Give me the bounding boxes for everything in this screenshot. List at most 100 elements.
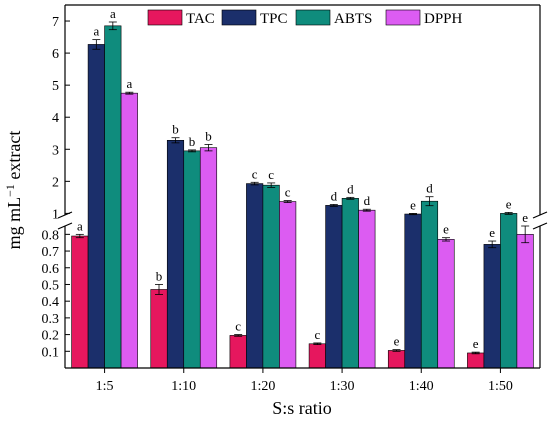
significance-letter-tpc-2: b — [172, 122, 179, 137]
axis-break-mark-left-bottom — [57, 222, 73, 230]
significance-letter-abts-5: d — [426, 181, 433, 196]
x-tick-label: 1:50 — [488, 379, 513, 394]
error-bar-tac-5 — [392, 349, 401, 352]
error-bar-abts-2 — [188, 149, 196, 153]
error-bar-dpph-4 — [362, 208, 371, 212]
significance-letter-abts-4: d — [347, 181, 354, 196]
y-tick-label: 0.3 — [42, 312, 60, 327]
y-tick-label: 0.6 — [42, 262, 60, 277]
significance-letter-dpph-6: e — [522, 210, 528, 225]
significance-letter-dpph-4: d — [364, 193, 371, 208]
significance-letter-tac-6: e — [473, 336, 479, 351]
error-bar-tpc-6 — [488, 240, 497, 249]
x-tick-label: 1:10 — [171, 379, 196, 394]
bar-abts-3 — [262, 184, 280, 369]
error-bar-tpc-4 — [329, 204, 338, 207]
y-tick-label: 2 — [52, 175, 59, 190]
error-bar-tac-3 — [234, 334, 243, 337]
bar-tpc-5 — [404, 213, 422, 369]
legend: TAC TPC ABTS DPPH — [147, 9, 463, 27]
bar-dpph-3 — [279, 201, 297, 369]
bar-abts-5 — [420, 200, 439, 369]
error-bar-dpph-2 — [204, 144, 213, 152]
y-tick-label: 0.5 — [42, 278, 60, 293]
bar-tac-4 — [308, 343, 326, 369]
y-tick-label: 0.2 — [42, 329, 60, 344]
significance-letter-abts-3: c — [268, 167, 274, 182]
y-axis-title: mg mL−1 extract — [3, 131, 24, 250]
y-axis-title-tail: extract — [4, 131, 24, 184]
y-tick-label: 0.4 — [42, 295, 60, 310]
y-tick-label: 1 — [52, 207, 59, 222]
error-bar-dpph-6 — [521, 225, 530, 244]
legend-item-tpc: TPC — [221, 9, 288, 27]
y-axis-ticks: 0.10.2 0.3 0.4 0.50.6 0.7 0.8 1 2 3 4 5 6 7 — [42, 15, 70, 360]
error-bar-abts-6 — [504, 212, 513, 215]
bar-group — [71, 25, 534, 369]
error-bar-tpc-3 — [250, 181, 259, 186]
error-bar-tac-6 — [471, 351, 480, 355]
axis-break-gap-right — [532, 216, 548, 225]
error-bar-tpc-1 — [92, 39, 101, 50]
significance-letter-dpph-1: a — [126, 76, 132, 91]
error-bar-dpph-5 — [442, 237, 450, 242]
error-bar-abts-4 — [346, 196, 355, 200]
legend-swatch-dpph — [385, 9, 421, 26]
legend-label-abts: ABTS — [334, 11, 372, 27]
y-axis-title-unit: mg mL — [4, 197, 24, 250]
bar-dpph-4 — [358, 209, 376, 369]
significance-letter-tpc-5: e — [410, 197, 416, 212]
x-tick-label: 1:20 — [250, 379, 275, 394]
error-bar-dpph-1 — [125, 91, 134, 95]
bar-tpc-2 — [166, 139, 185, 369]
error-bar-tac-4 — [313, 342, 322, 346]
bar-tpc-1 — [87, 44, 105, 369]
legend-label-dpph: DPPH — [424, 11, 463, 27]
bar-tac-2 — [150, 289, 168, 369]
y-tick-label: 0.7 — [42, 245, 60, 260]
y-tick-label: 3 — [52, 143, 59, 158]
bar-tac-6 — [467, 352, 485, 369]
significance-letter-tpc-6: e — [489, 225, 495, 240]
y-tick-label: 0.1 — [42, 345, 60, 360]
significance-letter-abts-6: e — [506, 196, 512, 211]
significance-letter-abts-2: b — [189, 134, 196, 149]
y-axis-title-superscript: −1 — [3, 184, 17, 197]
significance-letter-dpph-5: e — [443, 222, 449, 237]
bar-tpc-6 — [483, 244, 501, 369]
bar-abts-6 — [500, 213, 518, 369]
x-tick-label: 1:40 — [409, 379, 434, 394]
significance-letter-tac-5: e — [394, 334, 400, 349]
axis-break-mark-right-bottom — [532, 222, 548, 230]
significance-letter-tac-1: a — [77, 218, 83, 233]
axis-break-mark-right-top — [532, 211, 548, 219]
x-axis-title: S:s ratio — [272, 398, 332, 418]
bar-abts-1 — [104, 25, 122, 369]
x-tick-label: 1:5 — [96, 379, 114, 394]
error-bar-abts-3 — [267, 182, 276, 188]
y-tick-label: 6 — [52, 47, 59, 62]
significance-letter-dpph-3: c — [285, 185, 291, 200]
legend-swatch-tpc — [221, 9, 257, 26]
significance-letter-tac-4: c — [314, 327, 320, 342]
bar-dpph-1 — [120, 92, 138, 369]
y-tick-label: 5 — [52, 79, 59, 94]
legend-label-tac: TAC — [186, 11, 215, 27]
significance-letter-tpc-3: c — [252, 166, 258, 181]
y-tick-label: 7 — [52, 15, 59, 30]
bar-abts-2 — [183, 150, 201, 369]
error-bar-abts-1 — [108, 21, 117, 31]
legend-swatch-tac — [147, 9, 183, 26]
legend-swatch-abts — [295, 9, 331, 26]
significance-letter-tpc-4: d — [331, 188, 338, 203]
bar-tpc-4 — [325, 205, 343, 369]
x-axis-ticks: 1:5 1:10 1:20 1:30 1:40 1:50 — [96, 368, 513, 394]
error-bar-tpc-5 — [409, 212, 417, 216]
error-bar-tpc-2 — [171, 137, 180, 144]
y-tick-label: 0.8 — [42, 228, 60, 243]
legend-item-dpph: DPPH — [385, 9, 463, 27]
bar-dpph-2 — [199, 147, 218, 369]
plot-frame — [57, 4, 548, 369]
error-bar-tac-1 — [75, 233, 84, 239]
